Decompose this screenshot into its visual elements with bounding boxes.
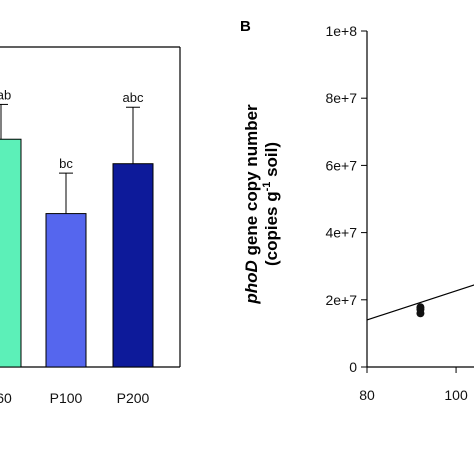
y-tick-label-2: 4e+7	[325, 225, 357, 241]
x-tick-label-0: 80	[359, 387, 375, 403]
y-tick-label-0: 0	[349, 359, 357, 375]
x-tick-label-1: P100	[50, 390, 83, 406]
panel-b-scatter-chart: B phoD gene copy number (copies g-1 soil…	[240, 18, 474, 403]
y-axis-title-rest: gene copy number	[242, 104, 261, 260]
panel-b-y-axis-title: phoD gene copy number (copies g-1 soil)	[242, 104, 281, 305]
y-axis-title-superscript: -1	[261, 182, 273, 192]
y-axis-title-italic: phoD	[242, 260, 261, 304]
bar-1	[45, 213, 87, 368]
bar-2	[112, 163, 154, 368]
x-tick-label-1: 100	[444, 387, 468, 403]
y-axis-title-line2-post: soil)	[262, 142, 281, 182]
y-tick-label-4: 8e+7	[325, 90, 357, 106]
y-axis-title-line1: phoD gene copy number	[242, 104, 261, 305]
y-tick-label-3: 6e+7	[325, 157, 357, 173]
significance-label-0: ab	[0, 87, 11, 102]
panel-b-label: B	[240, 18, 251, 35]
x-tick-label-2: P200	[117, 390, 150, 406]
y-axis-title-line2: (copies g-1 soil)	[261, 142, 281, 266]
data-point-2	[416, 303, 425, 312]
y-tick-label-1: 2e+7	[325, 292, 357, 308]
y-tick-label-5: 1e+8	[325, 23, 357, 39]
panel-a-bar-chart: ab 60 bc P100 abc P200	[0, 46, 181, 406]
significance-label-2: abc	[123, 90, 144, 105]
x-tick-label-0: 60	[0, 390, 12, 406]
significance-label-1: bc	[59, 156, 73, 171]
bar-0	[0, 138, 22, 368]
trend-line	[366, 284, 474, 321]
y-axis-title-line2-pre: (copies g	[262, 191, 281, 266]
